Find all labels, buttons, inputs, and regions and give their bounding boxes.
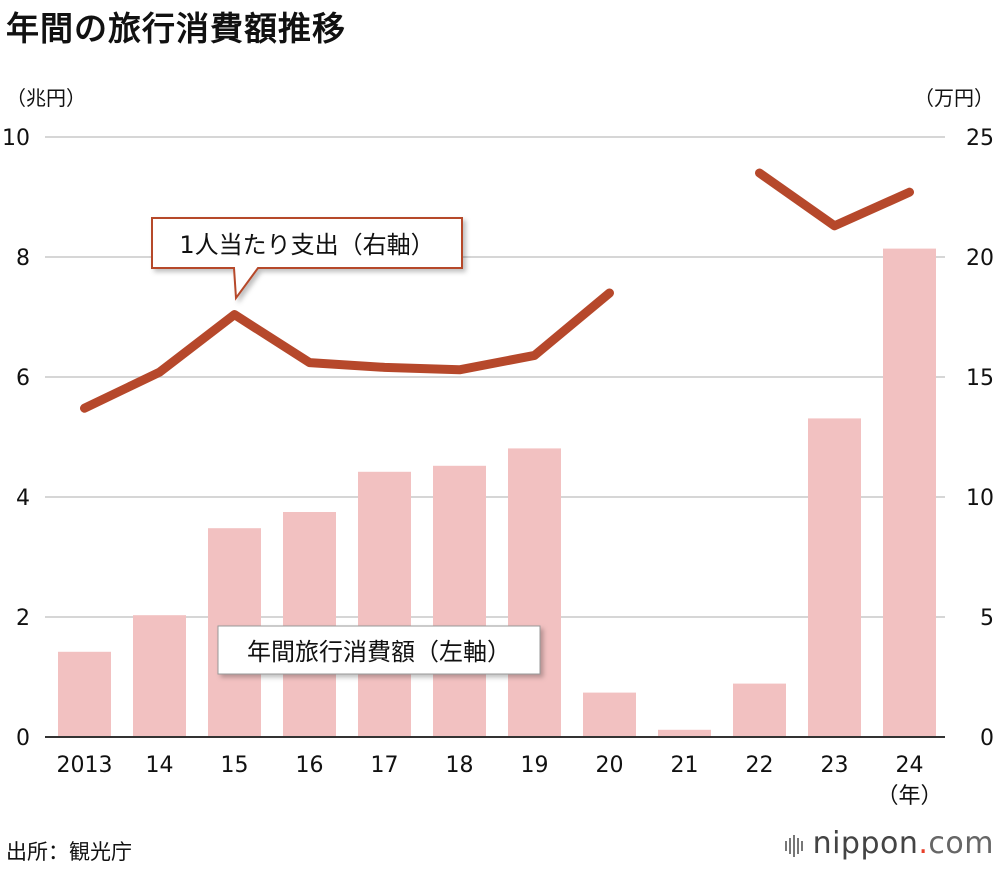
- bar-20: [583, 692, 636, 737]
- x-tick-label: 24: [896, 753, 924, 778]
- right-tick-label: 0: [980, 726, 994, 751]
- spend-line-segment: [80, 288, 614, 413]
- bar-callout: 年間旅行消費額（左軸）: [217, 625, 541, 675]
- chart-title: 年間の旅行消費額推移: [6, 9, 346, 48]
- bar-16: [283, 512, 336, 737]
- bar-18: [433, 465, 486, 737]
- line-callout-box: [151, 217, 463, 301]
- spend-line-segment: [755, 168, 914, 231]
- right-axis-unit: （万円）: [914, 86, 994, 110]
- right-tick-label: 25: [966, 126, 994, 151]
- x-tick-label: 17: [371, 753, 399, 778]
- left-tick-label: 0: [16, 726, 30, 751]
- grid-lines: [45, 136, 945, 618]
- bar-21: [658, 729, 711, 737]
- logo-brand: nippon: [812, 826, 919, 861]
- right-tick-label: 5: [980, 606, 994, 631]
- bar-22: [733, 683, 786, 737]
- bar-23: [808, 418, 861, 737]
- bar-24: [883, 248, 936, 737]
- x-tick-label: 21: [671, 753, 699, 778]
- logo-dot: .: [918, 826, 929, 861]
- bar-callout-box: [217, 625, 541, 675]
- x-tick-label: 19: [521, 753, 549, 778]
- right-tick-label: 10: [966, 486, 994, 511]
- left-axis-unit: （兆円）: [6, 86, 86, 110]
- x-tick-label: 18: [446, 753, 474, 778]
- x-tick-label: 16: [296, 753, 324, 778]
- logo-suffix: com: [928, 826, 994, 861]
- x-axis-unit: （年）: [876, 784, 942, 809]
- right-tick-label: 15: [966, 366, 994, 391]
- logo-bars-icon: [784, 827, 805, 862]
- left-tick-label: 10: [2, 126, 30, 151]
- x-tick-label: 2013: [57, 753, 113, 778]
- spend-line: [80, 168, 914, 413]
- left-tick-label: 4: [16, 486, 30, 511]
- left-tick-label: 2: [16, 606, 30, 631]
- bar-19: [508, 448, 561, 737]
- line-callout-label: 1人当たり支出（右軸）: [179, 231, 434, 259]
- nippon-logo: nippon.com: [784, 826, 994, 862]
- source-note: 出所：観光庁: [6, 840, 132, 864]
- left-tick-label: 6: [16, 366, 30, 391]
- bar-2013: [58, 651, 111, 737]
- x-tick-label: 20: [596, 753, 624, 778]
- bars: [58, 248, 936, 737]
- bar-14: [133, 615, 186, 737]
- x-tick-label: 14: [146, 753, 174, 778]
- x-tick-label: 23: [821, 753, 849, 778]
- bar-17: [358, 471, 411, 737]
- bar-callout-label: 年間旅行消費額（左軸）: [247, 638, 511, 666]
- x-tick-label: 15: [221, 753, 249, 778]
- line-callout: 1人当たり支出（右軸）: [151, 217, 463, 301]
- right-tick-label: 20: [966, 246, 994, 271]
- left-tick-label: 8: [16, 246, 30, 271]
- x-tick-label: 22: [746, 753, 774, 778]
